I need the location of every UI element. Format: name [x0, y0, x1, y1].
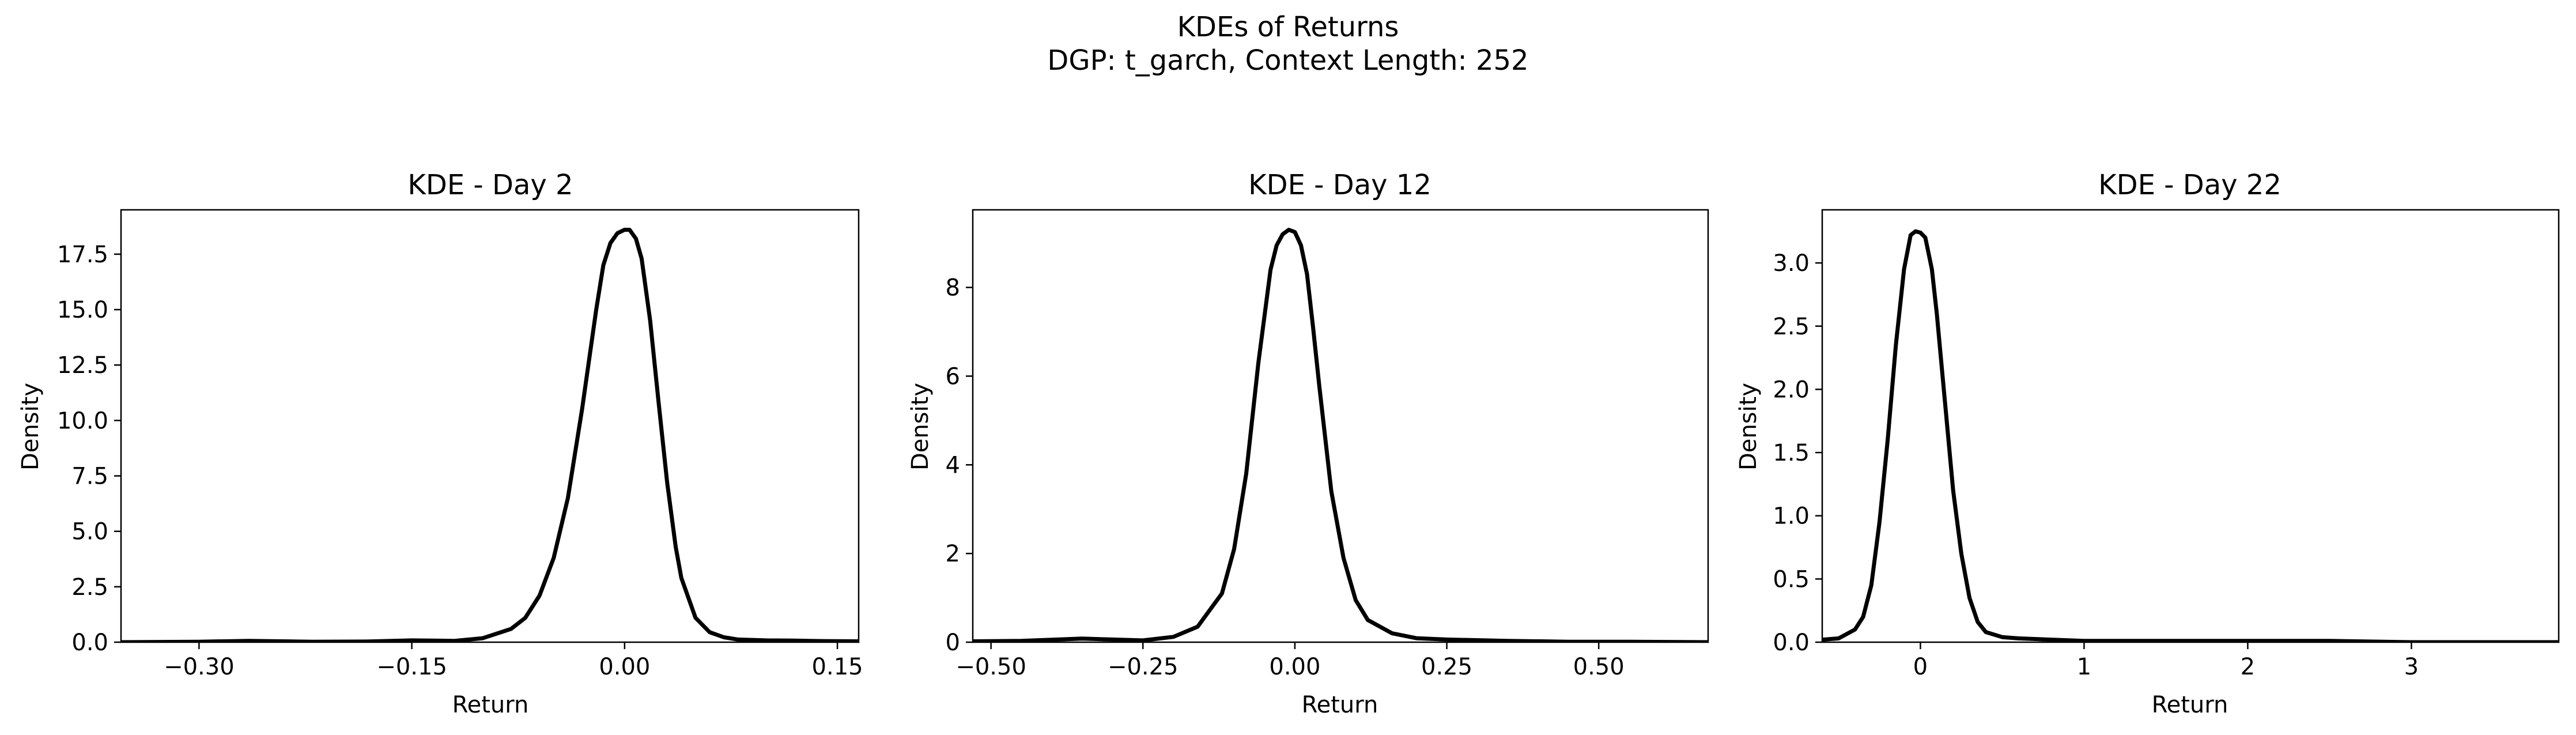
panel-title: KDE - Day 2	[407, 169, 573, 201]
kde-day-22-panel: KDE - Day 22 Return Density 0 1 2 3 0.0 0.5 1.…	[1735, 169, 2560, 718]
x-tick-label: 2	[2241, 654, 2255, 680]
x-tick-label: 0.00	[599, 654, 650, 680]
y-tick-label: 2	[946, 541, 960, 567]
x-tick-label: 0	[1913, 654, 1928, 680]
y-tick-label: 7.5	[71, 463, 108, 490]
kde-day-2-panel: KDE - Day 2 Return Density −0.30 −0.15 0.0…	[17, 169, 863, 718]
y-tick-label: 10.0	[57, 408, 108, 434]
x-axis-label: Return	[1302, 692, 1378, 718]
y-tick-label: 2.5	[71, 574, 108, 601]
y-tick-label: 2.0	[1773, 376, 1810, 403]
axes-frame	[120, 209, 860, 643]
panel-title: KDE - Day 22	[2098, 169, 2282, 201]
x-tick-label: 0.00	[1269, 654, 1320, 680]
y-tick-label: 0.0	[71, 630, 108, 656]
x-tick-label: −0.25	[1108, 654, 1179, 680]
x-tick-label: 0.50	[1573, 654, 1625, 680]
x-tick-label: −0.30	[164, 654, 235, 680]
x-tick-label: 0.25	[1421, 654, 1472, 680]
kde-curve	[973, 228, 1708, 642]
figure-title-line2: DGP: t_garch, Context Length: 252	[1047, 44, 1528, 77]
x-tick-label: −0.15	[376, 654, 447, 680]
x-axis-label: Return	[2152, 692, 2228, 718]
x-tick-label: −0.50	[955, 654, 1026, 680]
y-tick-label: 5.0	[71, 519, 108, 545]
panel-title: KDE - Day 12	[1248, 169, 1431, 201]
x-tick-label: 3	[2404, 654, 2419, 680]
kde-curve	[1822, 229, 2559, 642]
y-tick-label: 4	[946, 452, 960, 478]
y-tick-label: 2.5	[1773, 314, 1810, 340]
kde-curve	[121, 228, 859, 642]
y-tick-label: 6	[946, 363, 960, 390]
y-axis-label: Density	[17, 383, 44, 470]
y-tick-label: 0.0	[1773, 630, 1810, 656]
y-tick-label: 15.0	[57, 297, 108, 323]
x-axis-label: Return	[452, 692, 529, 718]
y-tick-label: 8	[946, 275, 960, 301]
y-tick-label: 1.5	[1773, 440, 1810, 466]
y-axis-label: Density	[907, 383, 934, 470]
y-axis-label: Density	[1735, 383, 1762, 470]
y-tick-label: 12.5	[57, 352, 108, 379]
kde-day-12-panel: KDE - Day 12 Return Density −0.50 −0.25 0.…	[907, 169, 1709, 718]
y-tick-label: 0	[946, 630, 960, 656]
y-tick-label: 0.5	[1773, 566, 1810, 593]
axes-frame	[972, 209, 1709, 643]
y-tick-label: 17.5	[57, 242, 108, 268]
y-tick-label: 1.0	[1773, 503, 1810, 530]
figure-title-line1: KDEs of Returns	[1177, 11, 1399, 43]
x-tick-label: 1	[2077, 654, 2091, 680]
axes-frame	[1821, 209, 2560, 643]
y-tick-label: 3.0	[1773, 250, 1810, 277]
x-tick-label: 0.15	[812, 654, 863, 680]
